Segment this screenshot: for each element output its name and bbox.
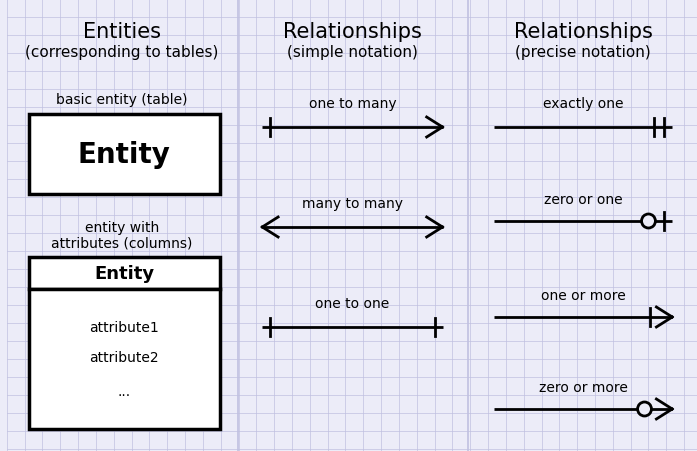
Text: exactly one: exactly one [543, 97, 623, 111]
Text: attributes (columns): attributes (columns) [51, 236, 192, 250]
Text: Relationships: Relationships [514, 22, 652, 42]
Text: one or more: one or more [541, 288, 625, 302]
Text: Entities: Entities [83, 22, 160, 42]
Text: attribute1: attribute1 [89, 320, 159, 334]
Text: basic entity (table): basic entity (table) [56, 93, 187, 107]
Circle shape [641, 215, 655, 229]
Circle shape [638, 402, 652, 416]
Text: (corresponding to tables): (corresponding to tables) [25, 44, 218, 60]
Text: many to many: many to many [302, 197, 403, 211]
Text: (precise notation): (precise notation) [515, 44, 651, 60]
Text: Relationships: Relationships [283, 22, 422, 42]
Text: ...: ... [118, 384, 131, 398]
Text: Entity: Entity [94, 264, 154, 282]
Text: Entity: Entity [77, 141, 171, 169]
FancyBboxPatch shape [29, 290, 220, 429]
Text: one to one: one to one [315, 296, 390, 310]
Text: (simple notation): (simple notation) [287, 44, 418, 60]
Text: one to many: one to many [309, 97, 396, 111]
Text: zero or one: zero or one [544, 193, 622, 207]
Text: entity with: entity with [84, 221, 159, 235]
Text: zero or more: zero or more [539, 380, 627, 394]
FancyBboxPatch shape [29, 115, 220, 194]
FancyBboxPatch shape [29, 258, 220, 290]
Text: attribute2: attribute2 [89, 350, 159, 364]
